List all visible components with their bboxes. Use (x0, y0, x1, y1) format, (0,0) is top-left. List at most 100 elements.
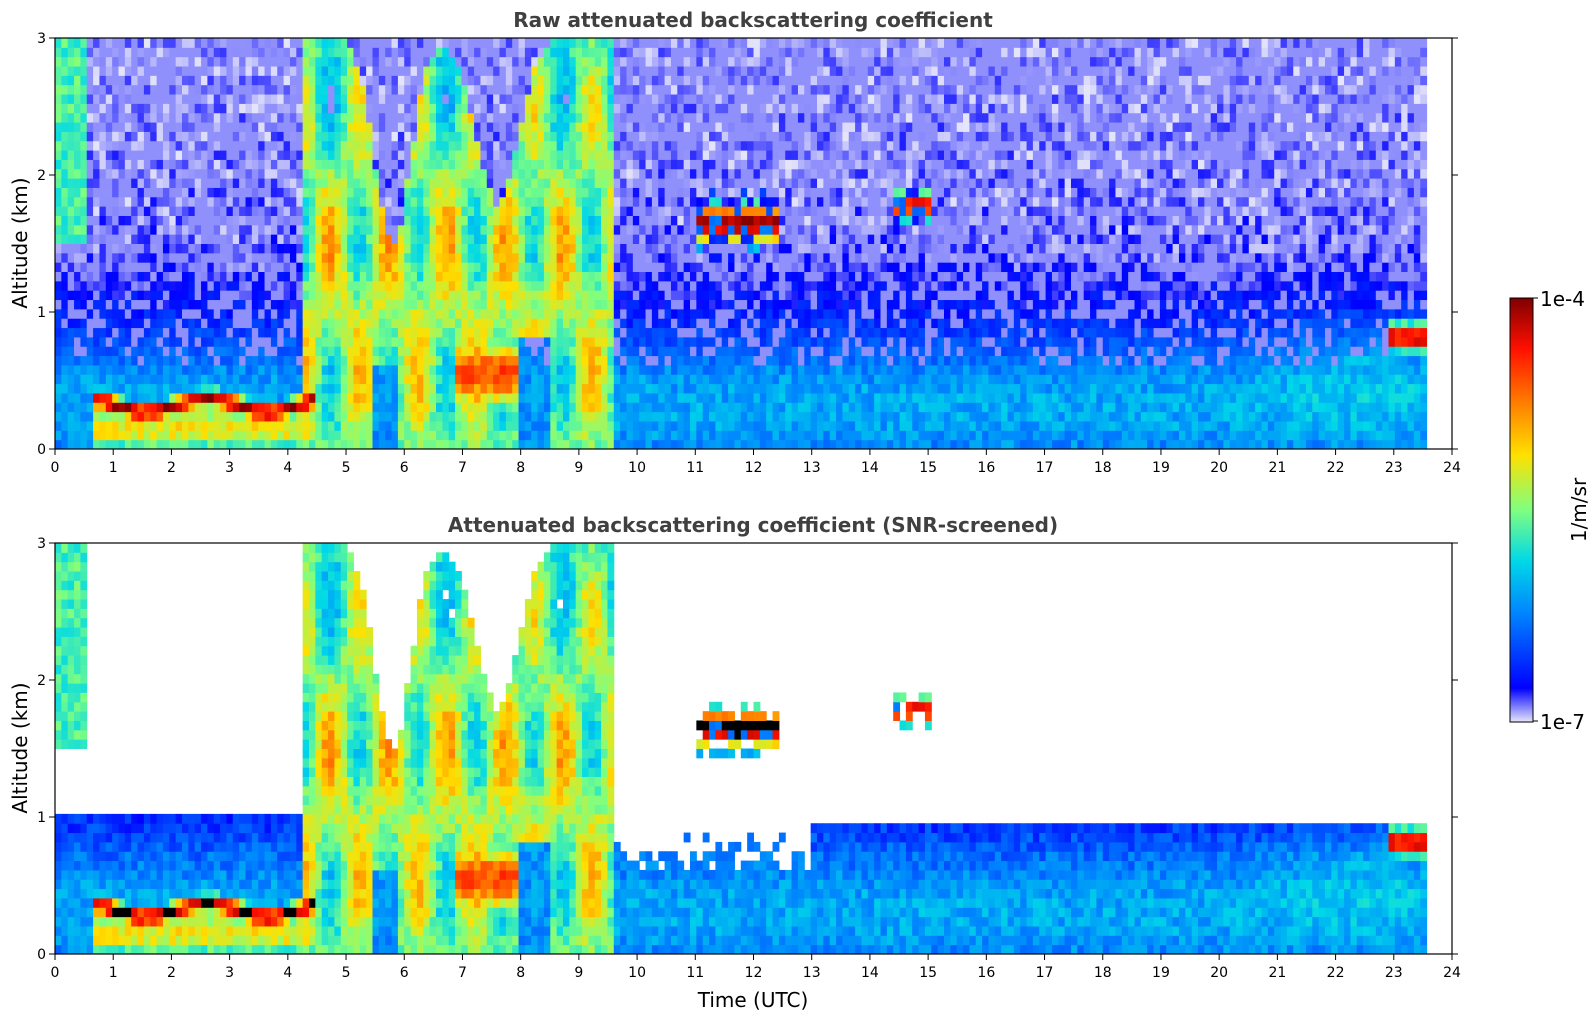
heatmap-cell (99, 252, 107, 263)
heatmap-cell (455, 392, 462, 403)
heatmap-cell (220, 215, 227, 226)
heatmap-cell (664, 420, 672, 431)
heatmap-cell (645, 280, 653, 291)
heatmap-cell (563, 252, 570, 263)
heatmap-cell (499, 38, 507, 48)
heatmap-cell (429, 308, 437, 319)
heatmap-cell (270, 112, 278, 123)
heatmap-cell (721, 318, 729, 329)
heatmap-cell (429, 336, 437, 347)
heatmap-cell (709, 84, 716, 95)
heatmap-cell (86, 374, 94, 385)
heatmap-cell (194, 56, 202, 67)
heatmap-cell (270, 187, 278, 198)
heatmap-cell (156, 178, 164, 188)
heatmap-cell (626, 47, 634, 58)
heatmap-cell (289, 402, 297, 413)
heatmap-cell (512, 66, 520, 76)
heatmap-cell (423, 187, 431, 198)
heatmap-cell (182, 168, 189, 179)
heatmap-cell (169, 103, 177, 114)
heatmap-cell (124, 56, 132, 67)
heatmap-cell (588, 411, 596, 422)
heatmap-cell (74, 271, 81, 282)
heatmap-cell (721, 150, 729, 160)
heatmap-cell (328, 234, 335, 244)
heatmap-cell (505, 224, 513, 235)
heatmap-cell (588, 262, 596, 273)
heatmap-cell (594, 66, 602, 76)
heatmap-cell (709, 234, 716, 244)
heatmap-cell (474, 38, 481, 48)
heatmap-cell (696, 47, 704, 58)
heatmap-cell (61, 392, 69, 403)
heatmap-cell (677, 38, 685, 48)
heatmap-cell (416, 234, 424, 244)
heatmap-cell (99, 234, 107, 244)
heatmap-cell (531, 336, 539, 347)
heatmap-cell (480, 56, 488, 67)
heatmap-cell (582, 103, 589, 114)
heatmap-cell (264, 299, 272, 310)
heatmap-cell (93, 383, 100, 394)
heatmap-cell (531, 392, 539, 403)
heatmap-cell (156, 159, 164, 170)
heatmap-cell (99, 243, 107, 254)
heatmap-cell (524, 336, 532, 347)
heatmap-cell (543, 187, 551, 198)
heatmap-cell (613, 411, 621, 422)
heatmap-cell (86, 38, 94, 48)
heatmap-cell (162, 75, 170, 86)
heatmap-cell (385, 252, 393, 263)
heatmap-cell (455, 383, 462, 394)
heatmap-cell (378, 439, 386, 449)
heatmap-cell (118, 215, 126, 226)
heatmap-cell (658, 206, 666, 216)
heatmap-cell (74, 66, 81, 76)
heatmap-cell (359, 187, 367, 198)
heatmap-cell (740, 364, 748, 375)
heatmap-cell (734, 47, 742, 58)
heatmap-cell (315, 66, 323, 76)
heatmap-cell (283, 374, 291, 385)
heatmap-cell (213, 178, 221, 188)
heatmap-cell (55, 327, 62, 338)
heatmap-cell (239, 38, 246, 48)
heatmap-cell (175, 355, 183, 366)
heatmap-cell (112, 318, 119, 329)
heatmap-cell (150, 159, 158, 170)
heatmap-cell (264, 234, 272, 244)
heatmap-cell (721, 66, 729, 76)
heatmap-cell (309, 262, 316, 273)
heatmap-cell (283, 122, 291, 132)
heatmap-cell (391, 150, 399, 160)
heatmap-cell (201, 47, 208, 58)
heatmap-cell (613, 224, 621, 235)
heatmap-cell (137, 346, 145, 357)
heatmap-cell (670, 112, 678, 123)
heatmap-cell (277, 206, 285, 216)
heatmap-cell (531, 355, 539, 366)
heatmap-cell (169, 430, 177, 441)
heatmap-cell (569, 318, 577, 329)
heatmap-cell (423, 318, 431, 329)
heatmap-cell (645, 122, 653, 132)
heatmap-cell (556, 47, 564, 58)
heatmap-cell (556, 327, 564, 338)
heatmap-cell (728, 280, 735, 291)
heatmap-cell (175, 168, 183, 179)
heatmap-cell (626, 140, 634, 151)
heatmap-cell (188, 318, 196, 329)
heatmap-cell (759, 150, 767, 160)
heatmap-cell (239, 122, 246, 132)
heatmap-cell (709, 318, 716, 329)
heatmap-cell (137, 75, 145, 86)
heatmap-cell (321, 374, 329, 385)
heatmap-cell (670, 271, 678, 282)
heatmap-cell (188, 411, 196, 422)
heatmap-cell (61, 56, 69, 67)
heatmap-cell (734, 252, 742, 263)
heatmap-cell (131, 327, 139, 338)
heatmap-cell (86, 355, 94, 366)
heatmap-cell (620, 75, 627, 86)
